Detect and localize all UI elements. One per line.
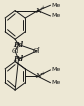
Text: Cl: Cl [11, 47, 19, 55]
Text: N: N [35, 72, 41, 80]
Text: Pd: Pd [13, 40, 24, 49]
Text: +: + [41, 5, 45, 10]
Text: +: + [41, 71, 45, 76]
Text: N: N [35, 7, 41, 15]
Text: Pd: Pd [13, 55, 24, 63]
Text: Me: Me [51, 3, 60, 8]
Text: Me: Me [51, 80, 60, 85]
Text: Me: Me [51, 13, 60, 18]
Text: Cl: Cl [33, 47, 41, 55]
Text: Me: Me [51, 67, 60, 73]
